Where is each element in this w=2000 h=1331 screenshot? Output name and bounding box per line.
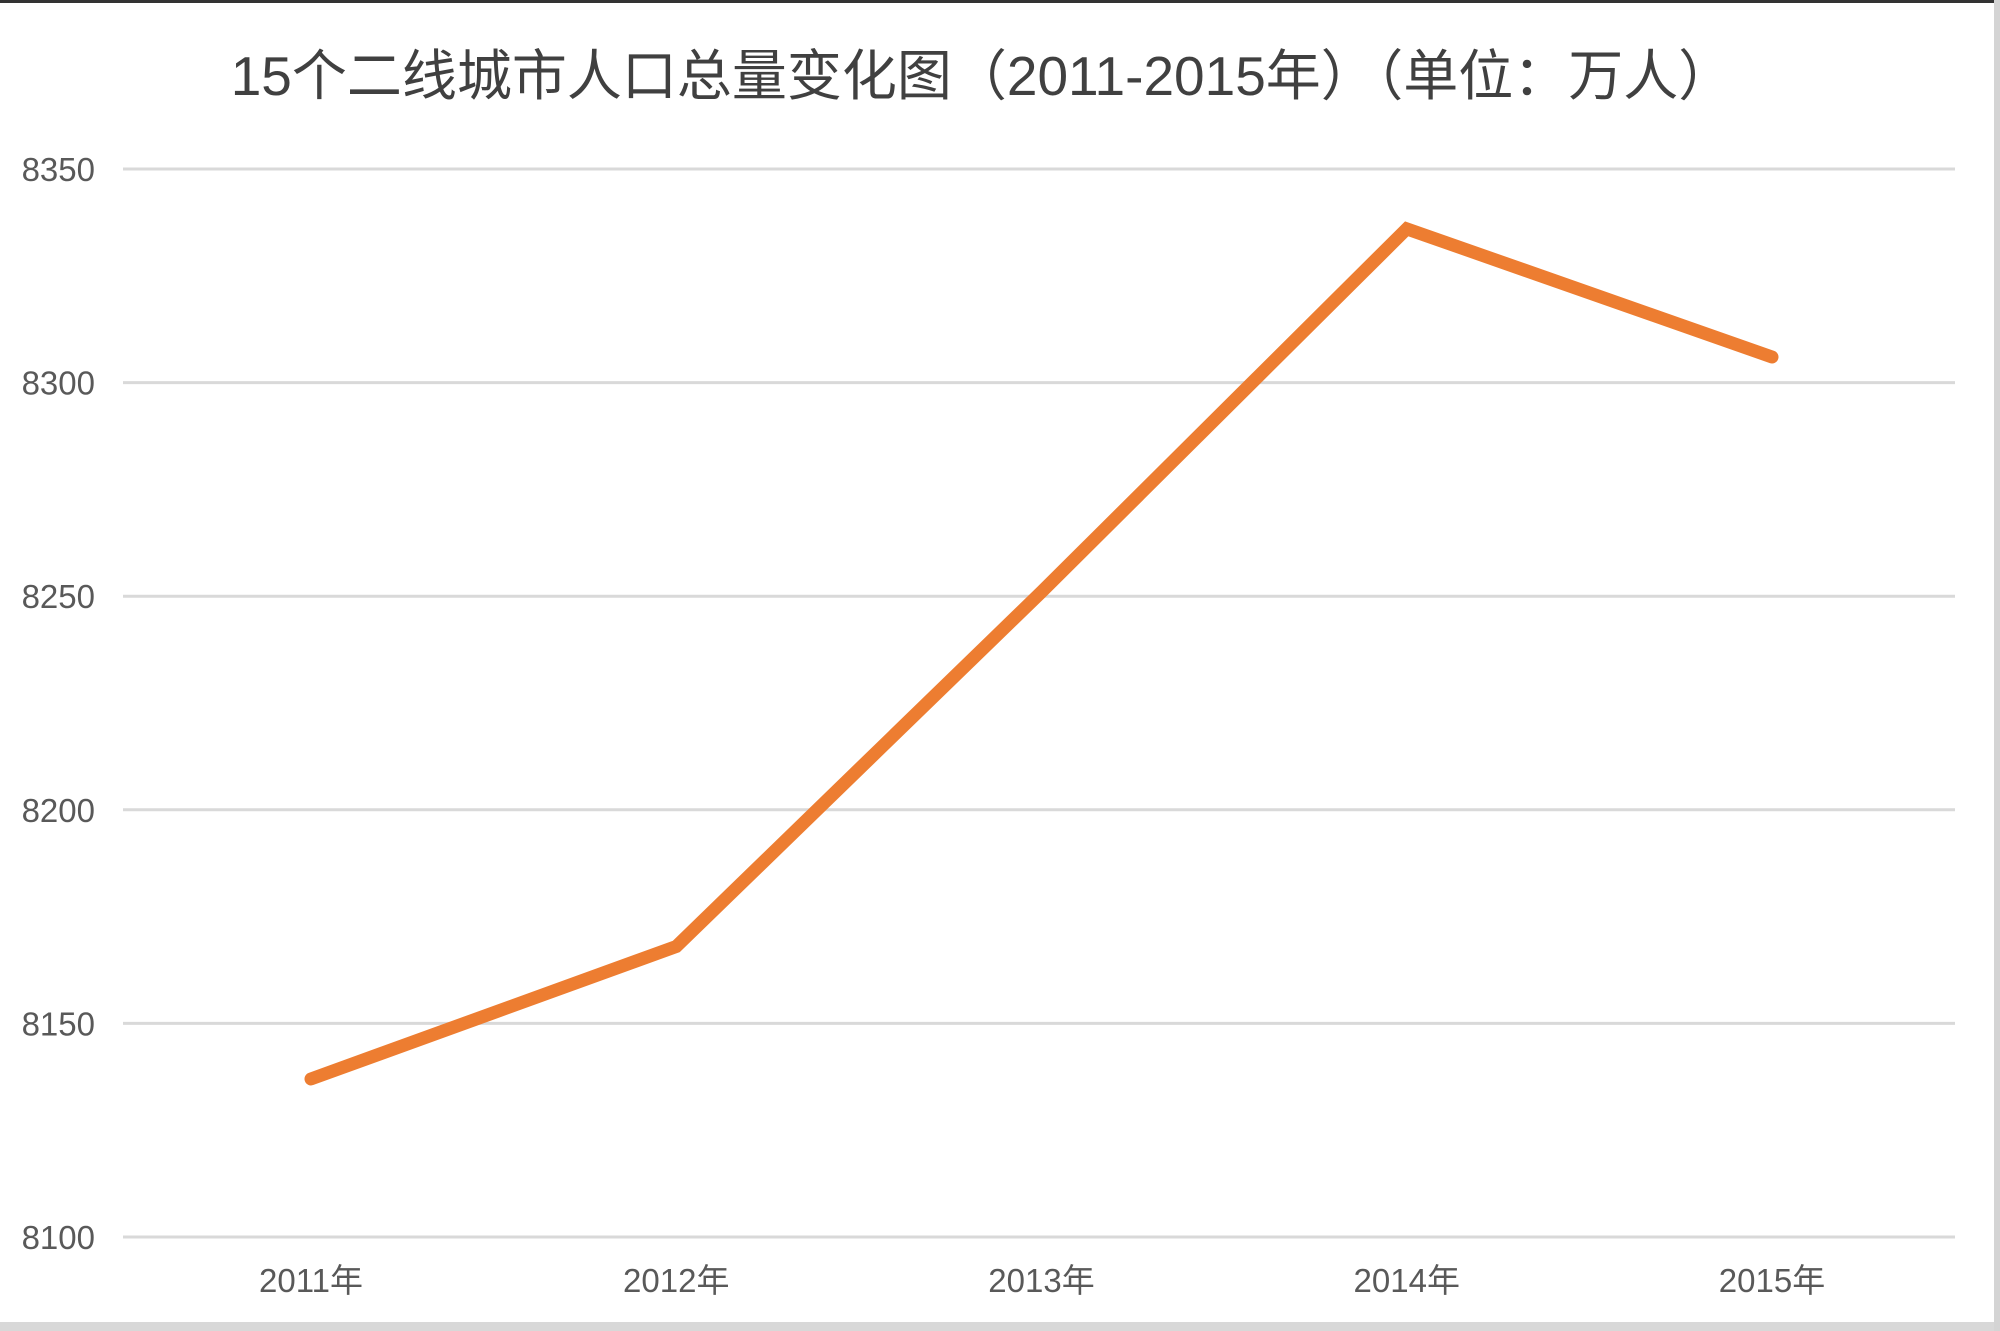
population-line bbox=[304, 221, 1779, 1086]
x-tick-label: 2012年 bbox=[623, 1262, 729, 1299]
x-tick-label: 2014年 bbox=[1354, 1262, 1460, 1299]
window-bottom-bar bbox=[0, 1322, 2000, 1331]
window-right-bar bbox=[1994, 0, 2000, 1331]
x-tick-label: 2011年 bbox=[259, 1262, 363, 1299]
y-tick-label: 8150 bbox=[22, 1005, 95, 1042]
chart-title: 15个二线城市人口总量变化图（2011-2015年）（单位：万人） bbox=[231, 45, 1734, 107]
y-tick-label: 8300 bbox=[22, 365, 95, 402]
y-axis-labels: 8350 8300 8250 8200 8150 8100 bbox=[22, 151, 95, 1256]
x-axis-labels: 2011年 2012年 2013年 2014年 2015年 bbox=[259, 1262, 1825, 1299]
window-top-edge bbox=[0, 0, 2000, 3]
y-tick-label: 8350 bbox=[22, 151, 95, 188]
x-tick-label: 2013年 bbox=[988, 1262, 1094, 1299]
x-tick-label: 2015年 bbox=[1719, 1262, 1825, 1299]
y-tick-label: 8200 bbox=[22, 792, 95, 829]
y-tick-label: 8100 bbox=[22, 1219, 95, 1256]
y-tick-label: 8250 bbox=[22, 578, 95, 615]
